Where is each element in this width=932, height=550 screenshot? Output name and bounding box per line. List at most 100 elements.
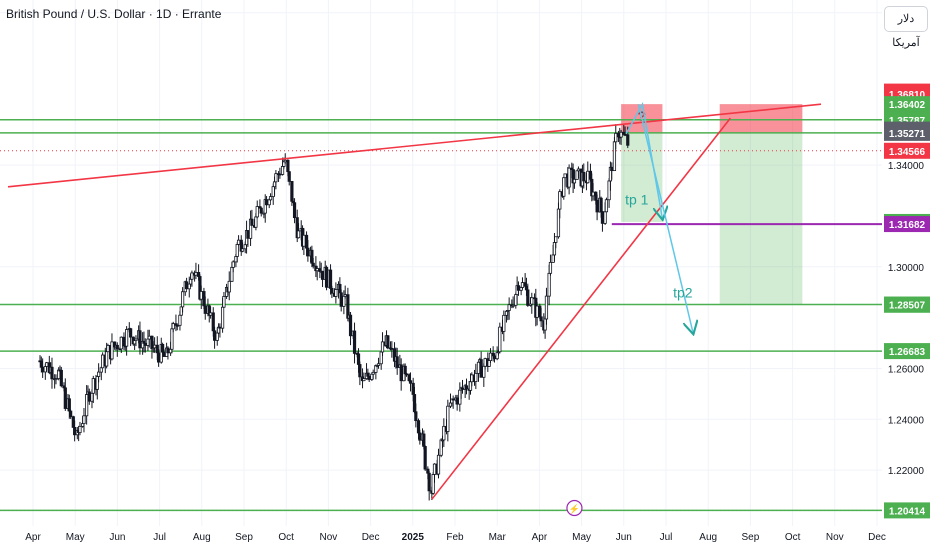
candle-down bbox=[328, 269, 333, 289]
candle-down bbox=[423, 446, 427, 470]
candle-down bbox=[264, 199, 269, 206]
x-tick-label: Aug bbox=[699, 532, 717, 543]
candle-up bbox=[274, 173, 278, 183]
candle-down bbox=[539, 316, 543, 322]
x-tick-label: May bbox=[66, 532, 85, 543]
y-tick-label: 1.34000 bbox=[888, 161, 925, 172]
candle-up bbox=[105, 351, 109, 367]
candle-down bbox=[399, 364, 403, 382]
candle-up bbox=[110, 341, 114, 360]
candle-down bbox=[595, 199, 599, 213]
price-label: 1.26683 bbox=[889, 347, 926, 358]
candle-up bbox=[563, 173, 567, 179]
x-tick-label: 2025 bbox=[402, 532, 425, 543]
candle-up bbox=[255, 206, 259, 218]
candle-down bbox=[610, 166, 614, 172]
candle-up bbox=[101, 354, 105, 369]
currency-badge[interactable]: دلار آمریکا bbox=[884, 6, 928, 49]
candle-up bbox=[171, 323, 175, 330]
candle-up bbox=[240, 248, 245, 252]
candle-up bbox=[547, 272, 551, 297]
candle-down bbox=[67, 398, 71, 412]
candle-up bbox=[99, 367, 103, 373]
time-axis-background bbox=[0, 526, 882, 550]
candle-up bbox=[442, 425, 446, 441]
trendline bbox=[431, 117, 732, 500]
candle-up bbox=[572, 178, 577, 184]
candle-down bbox=[414, 411, 418, 422]
candle-up bbox=[507, 304, 511, 311]
price-label: 1.34566 bbox=[889, 147, 926, 158]
trendline bbox=[7, 103, 822, 188]
x-tick-label: Jun bbox=[109, 532, 125, 543]
candle-up bbox=[567, 167, 571, 188]
candle-down bbox=[451, 398, 455, 401]
candle-up bbox=[498, 326, 502, 353]
candle-up bbox=[222, 296, 226, 308]
candle-down bbox=[367, 375, 371, 380]
candle-down bbox=[403, 365, 407, 375]
candle-down bbox=[287, 171, 291, 182]
candle-down bbox=[311, 262, 315, 267]
candle-down bbox=[157, 352, 161, 363]
event-marker-circle bbox=[566, 499, 583, 517]
candle-up bbox=[236, 239, 241, 245]
candle-down bbox=[50, 366, 54, 380]
candle-down bbox=[479, 359, 483, 378]
candle-up bbox=[78, 425, 82, 433]
candle-down bbox=[87, 391, 91, 402]
candle-down bbox=[250, 218, 254, 226]
candle-up bbox=[231, 261, 235, 268]
candle-down bbox=[218, 326, 222, 329]
candle-up bbox=[220, 306, 225, 329]
candle-up bbox=[530, 297, 534, 305]
candle-down bbox=[626, 134, 630, 146]
candle-down bbox=[348, 314, 353, 337]
x-tick-label: Oct bbox=[278, 532, 294, 543]
candle-down bbox=[203, 305, 207, 314]
x-tick-label: Aug bbox=[193, 532, 211, 543]
arrow-label: tp2 bbox=[673, 284, 693, 300]
arrow-label: tp 1 bbox=[625, 192, 649, 208]
y-tick-label: 1.26000 bbox=[888, 364, 925, 375]
candle-up bbox=[446, 405, 450, 432]
candle-up bbox=[334, 289, 338, 297]
candle-down bbox=[427, 472, 431, 492]
candle-up bbox=[194, 272, 198, 276]
candle-down bbox=[166, 347, 170, 354]
price-label-box bbox=[884, 502, 930, 519]
candle-up bbox=[432, 463, 437, 475]
candle-down bbox=[63, 387, 67, 409]
x-tick-label: May bbox=[572, 532, 591, 543]
candle-up bbox=[544, 295, 549, 320]
candle-down bbox=[582, 171, 586, 182]
x-tick-label: Apr bbox=[532, 532, 548, 543]
candle-up bbox=[554, 236, 558, 243]
projection-arrow bbox=[637, 104, 693, 333]
price-label-box bbox=[884, 296, 930, 313]
candle-up bbox=[436, 454, 441, 475]
price-label-box bbox=[884, 343, 930, 360]
x-tick-label: Nov bbox=[826, 532, 844, 543]
candle-up bbox=[619, 131, 623, 138]
candle-up bbox=[376, 363, 381, 366]
candle-down bbox=[278, 173, 282, 176]
candle-down bbox=[138, 330, 142, 349]
candle-up bbox=[134, 338, 138, 341]
candle-down bbox=[292, 202, 297, 219]
candle-down bbox=[599, 197, 603, 213]
candle-down bbox=[600, 211, 605, 224]
price-label-box bbox=[884, 142, 930, 159]
candle-up bbox=[302, 234, 306, 247]
candle-down bbox=[330, 287, 334, 294]
price-label: 1.36402 bbox=[889, 100, 926, 111]
candle-down bbox=[358, 364, 362, 378]
candle-up bbox=[283, 159, 287, 163]
price-label: 1.36810 bbox=[889, 90, 926, 101]
candle-up bbox=[474, 372, 478, 382]
candle-down bbox=[418, 432, 422, 441]
candle-up bbox=[586, 170, 590, 184]
candle-down bbox=[69, 410, 73, 418]
